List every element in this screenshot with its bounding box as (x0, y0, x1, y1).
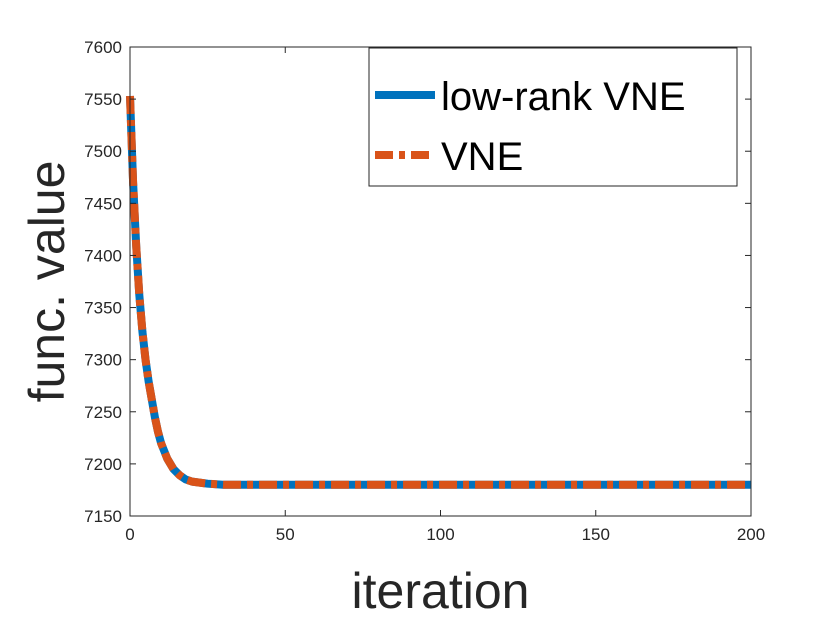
y-tick-label: 7450 (84, 194, 122, 213)
y-tick-label: 7550 (84, 90, 122, 109)
x-tick-label: 50 (276, 525, 295, 544)
legend-box (368, 47, 738, 187)
x-tick-label: 150 (582, 525, 610, 544)
legend-label-vne: VNE (441, 135, 523, 179)
x-tick-label: 200 (737, 525, 765, 544)
y-tick-label: 7300 (84, 351, 122, 370)
y-tick-label: 7400 (84, 246, 122, 265)
y-axis: 7150 7200 7250 7300 7350 7400 7450 7500 7550 7600 (84, 38, 751, 526)
x-axis-title: iteration (352, 563, 530, 619)
x-tick-label: 0 (125, 525, 134, 544)
y-axis-title: func. value (19, 161, 75, 403)
y-tick-label: 7600 (84, 38, 122, 57)
legend-label-low-rank-vne: low-rank VNE (441, 75, 686, 119)
y-tick-label: 7150 (84, 507, 122, 526)
y-tick-label: 7200 (84, 455, 122, 474)
x-axis: 0 50 100 150 200 (125, 47, 765, 544)
legend: low-rank VNE VNE (368, 47, 738, 187)
y-tick-label: 7500 (84, 142, 122, 161)
series-line-vne (126, 95, 751, 489)
y-tick-label: 7350 (84, 299, 122, 318)
x-tick-label: 100 (426, 525, 454, 544)
y-tick-label: 7250 (84, 403, 122, 422)
series-layer (126, 95, 751, 489)
